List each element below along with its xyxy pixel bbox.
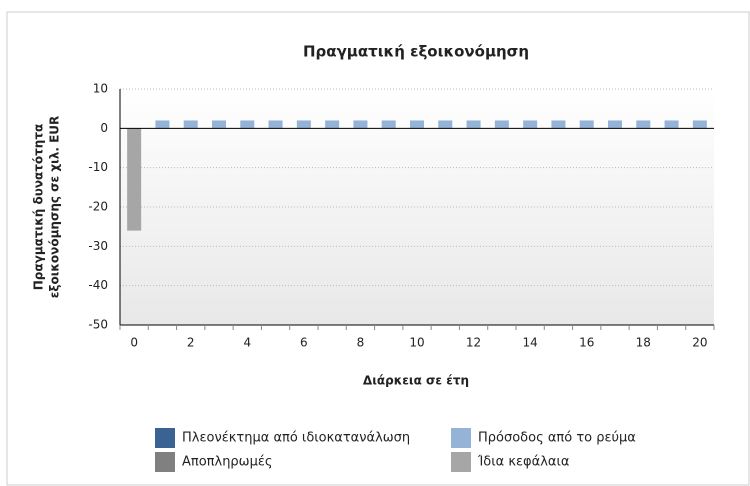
bar xyxy=(296,120,311,129)
bar xyxy=(353,120,368,129)
legend-label: Ίδια κεφάλαια xyxy=(477,455,569,470)
x-axis-label: Διάρκεια σε έτη xyxy=(363,374,469,388)
y-axis-label: Πραγματική δυνατότητα εξοικονόμησης σε χ… xyxy=(32,116,62,299)
x-tick-label: 0 xyxy=(130,336,138,350)
bar xyxy=(381,120,396,129)
legend-swatch xyxy=(451,428,471,448)
y-axis-label-line: εξοικονόμησης σε χιλ. EUR xyxy=(48,116,62,299)
x-tick-label: 8 xyxy=(357,336,365,350)
bar xyxy=(523,120,538,129)
chart-title: Πραγματική εξοικονόμηση xyxy=(303,43,529,61)
legend-swatch xyxy=(451,452,471,472)
x-tick-label: 2 xyxy=(187,336,195,350)
y-tick-label: -10 xyxy=(88,160,108,174)
bar xyxy=(268,120,283,129)
y-axis-label-line: Πραγματική δυνατότητα xyxy=(32,124,46,290)
legend-label: Πλεονέκτημα από ιδιοκατανάλωση xyxy=(182,431,410,446)
bar xyxy=(551,120,566,129)
bar xyxy=(325,120,340,129)
bar xyxy=(438,120,453,129)
bar xyxy=(127,128,142,231)
x-tick-label: 16 xyxy=(579,336,594,350)
bar xyxy=(183,120,198,129)
bar xyxy=(692,120,707,129)
frame xyxy=(6,11,750,486)
y-tick-label: -30 xyxy=(88,239,108,253)
x-tick-label: 12 xyxy=(466,336,481,350)
x-tick-label: 6 xyxy=(300,336,308,350)
bar xyxy=(494,120,509,129)
legend-swatch xyxy=(155,428,175,448)
bar xyxy=(466,120,481,129)
bar xyxy=(608,120,622,129)
y-tick-label: 10 xyxy=(93,82,108,96)
legend-swatch xyxy=(155,452,175,472)
bar xyxy=(410,120,424,129)
legend-label: Αποπληρωμές xyxy=(182,455,273,470)
bar xyxy=(636,120,651,129)
x-tick-label: 20 xyxy=(692,336,707,350)
x-tick-label: 14 xyxy=(523,336,538,350)
y-tick-label: 0 xyxy=(100,121,108,135)
x-tick-label: 18 xyxy=(636,336,651,350)
bar xyxy=(240,120,255,129)
bar xyxy=(155,120,170,129)
bar xyxy=(212,120,226,129)
y-tick-label: -40 xyxy=(88,278,108,292)
x-tick-label: 4 xyxy=(243,336,251,350)
x-tick-label: 10 xyxy=(409,336,424,350)
bar xyxy=(664,120,679,129)
y-tick-label: -20 xyxy=(88,200,108,214)
y-tick-label: -50 xyxy=(88,318,108,332)
legend-label: Πρόσοδος από το ρεύμα xyxy=(478,431,636,446)
bar xyxy=(579,120,594,129)
